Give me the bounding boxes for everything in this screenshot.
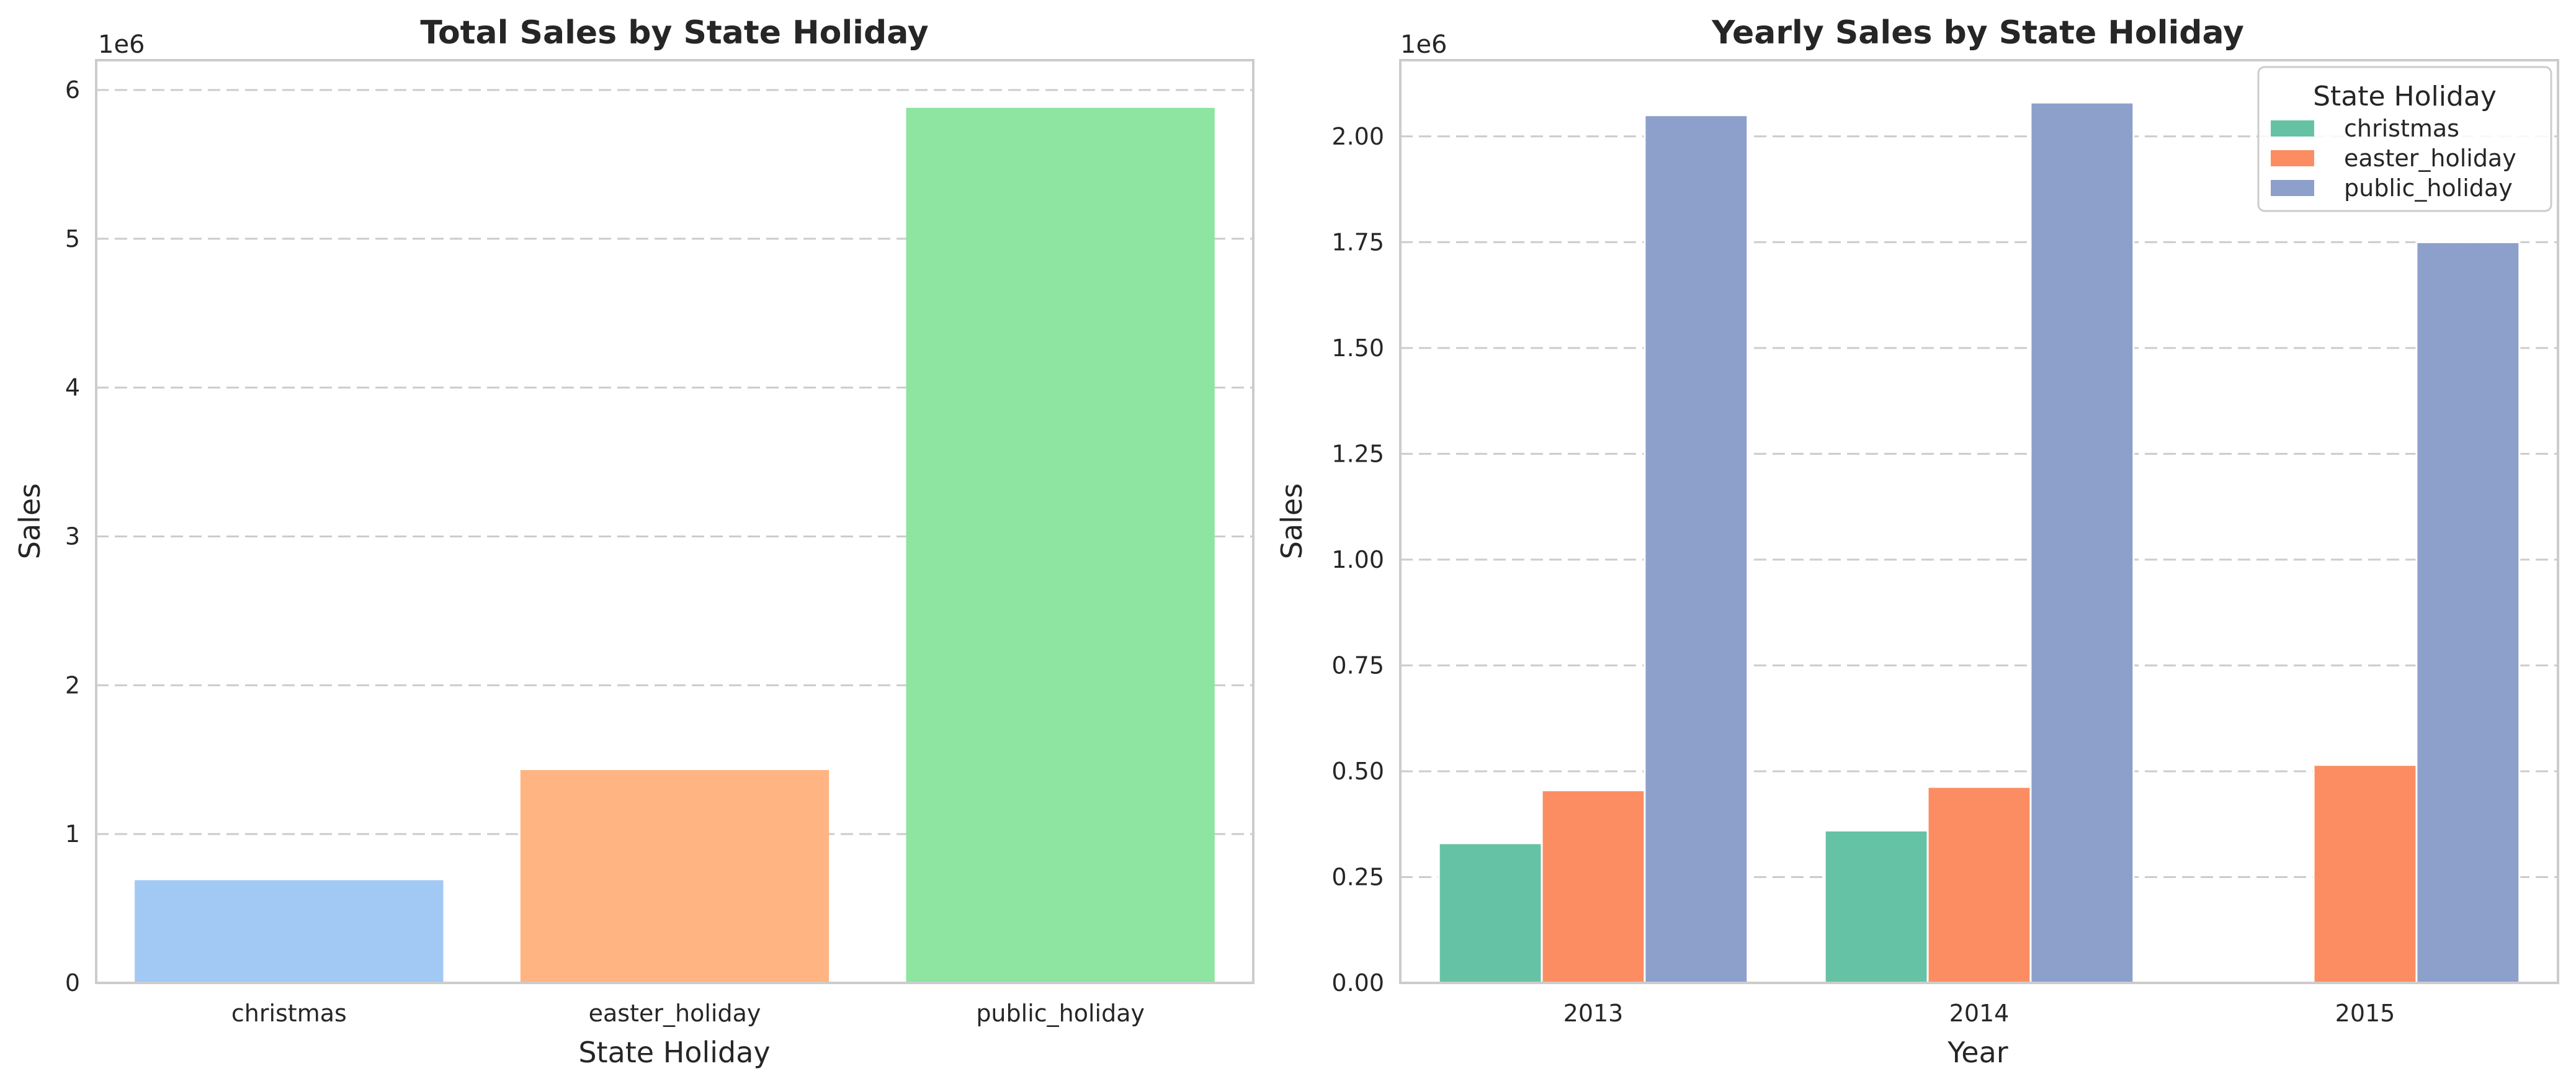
legend-box — [2257, 66, 2552, 212]
legend-swatch — [2271, 120, 2314, 137]
bars — [135, 107, 1215, 983]
y-tick-label: 0.00 — [1331, 969, 1384, 997]
y-axis-label: Sales — [1275, 483, 1308, 559]
chart-title: Total Sales by State Holiday — [420, 14, 928, 52]
y-offset-label: 1e6 — [98, 30, 145, 59]
legend: State Holiday christmas easter_holidaypub… — [2257, 66, 2552, 212]
y-tick-label: 3 — [65, 522, 80, 550]
y-tick-label: 1.50 — [1331, 334, 1384, 362]
x-tick-label: 2014 — [1949, 1000, 2010, 1027]
y-tick-label: 5 — [65, 225, 80, 253]
x-ticks: 2013 2014 2015 — [1563, 1000, 2395, 1027]
y-tick-label: 4 — [65, 374, 80, 401]
plot-frame — [1399, 59, 2559, 984]
y-tick-label: 1.00 — [1331, 546, 1384, 573]
x-tick-label: christmas — [231, 1000, 347, 1027]
yearly-sales-chart: Yearly Sales by State Holiday 1e6 0.000.… — [1275, 14, 2559, 1069]
x-ticks: christmas easter_holiday public_holiday — [231, 1000, 1145, 1027]
y-ticks: 0.00 0.25 0.50 0.75 1.00 1.25 1.50 1.75 2.00 — [1331, 123, 1384, 997]
y-tick-label: 2 — [65, 671, 80, 699]
bar-christmas-2013 — [1438, 842, 1543, 984]
y-tick-label: 0.75 — [1331, 652, 1384, 679]
x-tick-label: easter_holiday — [589, 1000, 761, 1027]
y-tick-label: 1.75 — [1331, 228, 1384, 256]
bar-public_holiday-2014 — [2029, 101, 2135, 984]
legend-swatch — [2271, 180, 2314, 196]
y-tick-label: 1 — [65, 820, 80, 848]
chart-title: Yearly Sales by State Holiday — [1711, 14, 2244, 52]
y-ticks: 0 1 2 3 4 5 6 — [65, 76, 80, 997]
legend-swatch — [2271, 150, 2314, 166]
y-tick-label: 1.25 — [1331, 440, 1384, 467]
bar-easter_holiday-2015 — [2312, 764, 2418, 984]
legend-title: State Holiday — [2313, 81, 2497, 112]
y-tick-label: 2.00 — [1331, 123, 1384, 150]
bar-easter_holiday-2013 — [1541, 789, 1646, 984]
x-axis-label: State Holiday — [578, 1036, 770, 1069]
y-offset-label: 1e6 — [1400, 30, 1447, 59]
y-tick-label: 0.50 — [1331, 758, 1384, 785]
legend-label: christmas — [2344, 115, 2459, 142]
bar-easter_holiday-2014 — [1926, 786, 2032, 984]
x-tick-label: public_holiday — [976, 1000, 1145, 1027]
x-tick-label: 2013 — [1563, 1000, 1624, 1027]
total-sales-chart: Total Sales by State Holiday 1e6 0 1 2 3 4 5 6… — [13, 14, 1254, 1069]
plot-frame — [95, 59, 1254, 984]
y-tick-label: 0.25 — [1331, 863, 1384, 890]
bar-christmas — [135, 880, 444, 983]
legend-label: public_holiday — [2344, 174, 2513, 202]
bar-public_holiday — [906, 107, 1215, 983]
bars — [1438, 101, 2521, 984]
y-tick-label: 0 — [65, 969, 80, 997]
bar-public_holiday-2015 — [2415, 241, 2521, 984]
legend-label: easter_holiday — [2344, 145, 2516, 172]
x-tick-label: 2015 — [2335, 1000, 2395, 1027]
bar-christmas-2014 — [1823, 829, 1929, 984]
bar-easter_holiday — [520, 770, 830, 983]
y-tick-label: 6 — [65, 76, 80, 104]
x-axis-label: Year — [1947, 1036, 2008, 1069]
bar-public_holiday-2013 — [1644, 114, 1749, 984]
y-axis-label: Sales — [13, 483, 47, 559]
